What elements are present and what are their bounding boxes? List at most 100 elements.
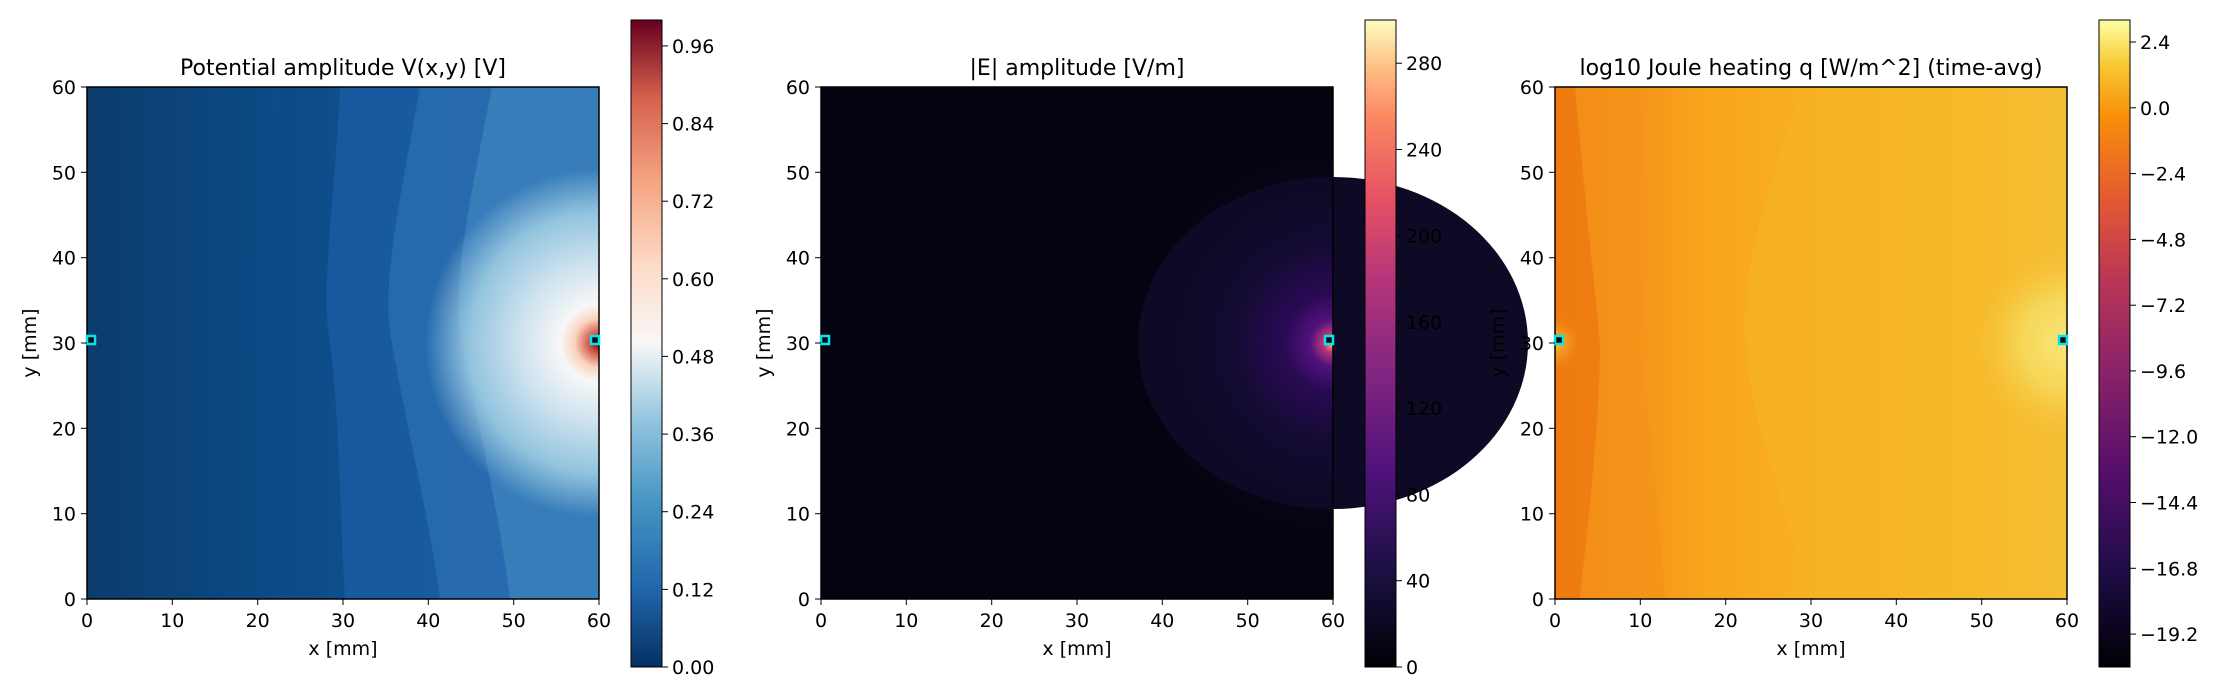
- colorbar-ramp: [1364, 19, 1397, 668]
- colorbar-tick-label: −4.8: [2140, 229, 2186, 251]
- colorbar-tick-label: 0.60: [672, 269, 714, 291]
- x-tick-label: 0: [81, 610, 93, 632]
- colorbar-tick-label: 80: [1406, 485, 1430, 507]
- x-tick-label: 40: [1150, 610, 1174, 632]
- y-tick-label: 0: [798, 589, 810, 611]
- colorbar-tick-label: 0.96: [672, 36, 714, 58]
- x-tick-label: 20: [1714, 610, 1738, 632]
- colorbar: 0.00 0.12 0.24 0.36 0.48 0.60 0.72 0.84 …: [630, 19, 714, 679]
- x-tick-label: 0: [1549, 610, 1561, 632]
- chart-title: |E| amplitude [V/m]: [970, 56, 1185, 81]
- x-tick-label: 20: [246, 610, 270, 632]
- y-tick-label: 40: [1520, 248, 1544, 270]
- y-tick-label: 30: [1520, 333, 1544, 355]
- electrode-left: [85, 334, 97, 346]
- panel-potential: Potential amplitude V(x,y) [V] 0 10 20 3…: [19, 19, 714, 679]
- x-tick-label: 30: [331, 610, 355, 632]
- y-tick-label: 40: [52, 248, 76, 270]
- colorbar-tick-label: 0.72: [672, 191, 714, 213]
- electrode-right: [2057, 334, 2069, 346]
- hotspot-field-left: [1555, 87, 2067, 599]
- colorbar-tick-label: −7.2: [2140, 295, 2186, 317]
- chart-title: Potential amplitude V(x,y) [V]: [180, 56, 506, 81]
- x-tick-label: 50: [502, 610, 526, 632]
- colorbar-tick-label: 0.36: [672, 424, 714, 446]
- y-tick-label: 30: [786, 333, 810, 355]
- y-axis-label: y [mm]: [753, 308, 775, 377]
- plot-area: [819, 86, 1528, 600]
- y-axis-label: y [mm]: [1487, 308, 1509, 377]
- y-tick-label: 50: [52, 162, 76, 184]
- x-tick-label: 40: [1884, 610, 1908, 632]
- colorbar-tick-label: 200: [1406, 226, 1442, 248]
- y-ticks: 0 10 20 30 40 50 60: [52, 77, 87, 611]
- plot-area: [1553, 86, 2069, 600]
- y-tick-label: 50: [1520, 162, 1544, 184]
- x-tick-label: 60: [1321, 610, 1345, 632]
- y-tick-label: 50: [786, 162, 810, 184]
- colorbar-tick-label: 160: [1406, 312, 1442, 334]
- x-axis-label: x [mm]: [308, 638, 377, 660]
- colorbar-tick-label: 0.84: [672, 114, 714, 136]
- x-tick-label: 10: [894, 610, 918, 632]
- x-tick-label: 10: [1628, 610, 1652, 632]
- y-tick-label: 20: [786, 418, 810, 440]
- colorbar-tick-label: −16.8: [2140, 558, 2198, 580]
- colorbar-tick-label: 120: [1406, 398, 1442, 420]
- x-tick-label: 60: [587, 610, 611, 632]
- y-tick-label: 0: [1532, 589, 1544, 611]
- y-tick-label: 20: [1520, 418, 1544, 440]
- colorbar-tick-label: −14.4: [2140, 493, 2198, 515]
- x-tick-label: 30: [1799, 610, 1823, 632]
- colorbar: 0 40 80 120 160 200 240 280: [1364, 19, 1442, 679]
- colorbar-tick-label: 0.12: [672, 579, 714, 601]
- x-axis-label: x [mm]: [1776, 638, 1845, 660]
- colorbar-tick-label: −2.4: [2140, 164, 2186, 186]
- y-ticks: 0 10 20 30 40 50 60: [1520, 77, 1555, 611]
- colorbar-tick-label: 240: [1406, 140, 1442, 162]
- y-tick-label: 60: [52, 77, 76, 99]
- x-tick-label: 0: [815, 610, 827, 632]
- chart-title: log10 Joule heating q [W/m^2] (time-avg): [1579, 56, 2042, 81]
- panel-e-field: |E| amplitude [V/m] 0 10 20 30 40 50 60 …: [753, 19, 1528, 679]
- y-tick-label: 40: [786, 248, 810, 270]
- colorbar: −19.2 −16.8 −14.4 −12.0 −9.6 −7.2 −4.8 −…: [2098, 19, 2198, 668]
- x-tick-label: 20: [980, 610, 1004, 632]
- y-tick-label: 0: [64, 589, 76, 611]
- colorbar-tick-label: 0.0: [2140, 98, 2170, 120]
- y-tick-label: 20: [52, 418, 76, 440]
- x-tick-label: 30: [1065, 610, 1089, 632]
- colorbar-tick-label: 0.48: [672, 346, 714, 368]
- x-tick-label: 50: [1236, 610, 1260, 632]
- colorbar-tick-label: 280: [1406, 53, 1442, 75]
- x-tick-label: 50: [1970, 610, 1994, 632]
- electrode-right: [1323, 334, 1335, 346]
- y-tick-label: 30: [52, 333, 76, 355]
- x-tick-label: 60: [2055, 610, 2079, 632]
- x-ticks: 0 10 20 30 40 50 60: [815, 599, 1345, 632]
- y-axis-label: y [mm]: [19, 308, 41, 377]
- colorbar-tick-label: −19.2: [2140, 624, 2198, 646]
- hotspot-field: [821, 87, 1333, 599]
- y-ticks: 0 10 20 30 40 50 60: [786, 77, 821, 611]
- colorbar-tick-label: −12.0: [2140, 427, 2198, 449]
- y-tick-label: 60: [1520, 77, 1544, 99]
- x-ticks: 0 10 20 30 40 50 60: [1549, 599, 2079, 632]
- x-tick-label: 40: [416, 610, 440, 632]
- x-tick-label: 10: [160, 610, 184, 632]
- colorbar-tick-label: 0: [1406, 657, 1418, 679]
- x-axis-label: x [mm]: [1042, 638, 1111, 660]
- x-ticks: 0 10 20 30 40 50 60: [81, 599, 611, 632]
- colorbar-tick-label: 2.4: [2140, 32, 2170, 54]
- y-tick-label: 10: [786, 504, 810, 526]
- electrode-left: [819, 334, 831, 346]
- colorbar-tick-label: 0.24: [672, 502, 714, 524]
- y-tick-label: 10: [52, 504, 76, 526]
- colorbar-tick-label: 0.00: [672, 657, 714, 679]
- y-tick-label: 60: [786, 77, 810, 99]
- colorbar-ramp: [630, 19, 663, 668]
- colorbar-tick-label: −9.6: [2140, 361, 2186, 383]
- colorbar-tick-label: 40: [1406, 571, 1430, 593]
- hotspot-field: [87, 87, 599, 599]
